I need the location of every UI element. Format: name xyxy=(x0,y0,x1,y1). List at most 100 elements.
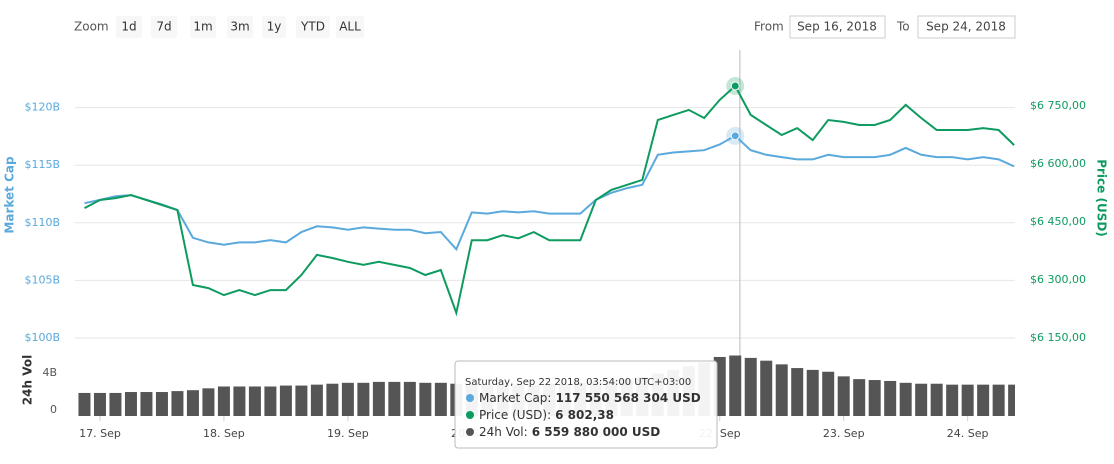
from-input[interactable] xyxy=(789,15,886,39)
volume-bar xyxy=(760,360,773,416)
volume-bar xyxy=(186,390,199,416)
from-label: From xyxy=(754,20,784,34)
tooltip-dot xyxy=(466,428,474,436)
zoom-button[interactable] xyxy=(116,16,142,38)
zoom-button[interactable] xyxy=(151,16,177,38)
y2-tick-label: $6 750,00 xyxy=(1030,99,1086,112)
y-tick-label: $120B xyxy=(24,101,60,114)
tooltip-value: 117 550 568 304 USD xyxy=(555,391,700,405)
y-axis-title: Market Cap xyxy=(3,156,17,234)
volume-bar xyxy=(295,385,308,416)
volume-bar xyxy=(109,392,122,416)
volume-bar xyxy=(217,386,230,416)
volume-bar xyxy=(155,392,168,416)
volume-bar xyxy=(822,371,835,416)
y2-tick-label: $6 450,00 xyxy=(1030,215,1086,228)
volume-bar xyxy=(372,381,385,416)
to-label: To xyxy=(896,20,910,34)
volume-bar xyxy=(233,386,246,416)
zoom-label: Zoom xyxy=(74,20,109,34)
x-tick-label: 17. Sep xyxy=(79,427,121,440)
y2-axis-title: Price (USD) xyxy=(1095,159,1109,237)
y-tick-label: $105B xyxy=(24,273,60,286)
volume-bar xyxy=(775,364,788,416)
volume-bar xyxy=(279,385,292,416)
tooltip: Saturday, Sep 22 2018, 03:54:00 UTC+03:0… xyxy=(454,360,718,449)
zoom-button[interactable] xyxy=(336,16,364,38)
zoom-button-label[interactable]: YTD xyxy=(300,20,325,34)
y-tick-label: $110B xyxy=(24,216,60,229)
volume-bar xyxy=(419,382,432,416)
tooltip-label: 24h Vol: xyxy=(479,425,528,439)
volume-bar xyxy=(977,384,990,416)
y2-tick-label: $6 300,00 xyxy=(1030,273,1086,286)
volume-bar xyxy=(1008,384,1015,416)
zoom-button-label[interactable]: 1m xyxy=(193,20,212,34)
volume-bar xyxy=(140,392,153,416)
volume-bar xyxy=(171,391,184,416)
x-tick-label: 18. Sep xyxy=(203,427,245,440)
volume-bar xyxy=(961,384,974,416)
zoom-button-label[interactable]: 1y xyxy=(267,20,282,34)
volume-bar xyxy=(729,355,742,416)
volume-bar xyxy=(357,382,370,416)
tooltip-label: Price (USD): xyxy=(479,408,551,422)
zoom-button[interactable] xyxy=(296,16,330,38)
zoom-button-label[interactable]: ALL xyxy=(339,20,361,34)
volume-bar xyxy=(992,384,1005,416)
to-input[interactable] xyxy=(917,15,1016,39)
tooltip-dot xyxy=(466,411,474,419)
y2-tick-label: $6 150,00 xyxy=(1030,331,1086,344)
tooltip-label: Market Cap: xyxy=(479,391,551,405)
y-tick-label: $115B xyxy=(24,158,60,171)
zoom-button[interactable] xyxy=(190,16,216,38)
volume-bar xyxy=(124,392,137,416)
volume-bar xyxy=(93,392,106,416)
volume-bar xyxy=(388,381,401,416)
tooltip-dot xyxy=(466,394,474,402)
tooltip-box xyxy=(454,360,718,449)
tooltip-value: 6 802,38 xyxy=(555,408,614,422)
volume-bar xyxy=(310,384,323,416)
tooltip-row: Market Cap: 117 550 568 304 USD xyxy=(479,391,701,405)
zoom-button-label[interactable]: 1d xyxy=(121,20,136,34)
volume-bar xyxy=(434,382,447,416)
x-tick-label: 23. Sep xyxy=(823,427,865,440)
series-line xyxy=(84,134,1015,252)
volume-bar xyxy=(868,380,881,416)
hover-point xyxy=(730,81,740,91)
volume-bar xyxy=(915,383,928,416)
volume-bar xyxy=(326,383,339,416)
volume-bar xyxy=(264,386,277,416)
tooltip-row: Price (USD): 6 802,38 xyxy=(479,408,614,422)
zoom-button[interactable] xyxy=(227,16,253,38)
tooltip-header: Saturday, Sep 22 2018, 03:54:00 UTC+03:0… xyxy=(465,377,691,388)
volume-bar xyxy=(341,382,354,416)
volume-bar xyxy=(78,392,91,416)
volume-bar xyxy=(946,384,959,416)
x-tick-label: 19. Sep xyxy=(327,427,369,440)
volume-bar xyxy=(202,388,215,416)
volume-bar xyxy=(899,382,912,416)
volume-bar xyxy=(806,369,819,416)
zoom-button-label[interactable]: 3m xyxy=(230,20,249,34)
volume-bar xyxy=(884,380,897,416)
vol-tick-label: 0 xyxy=(50,403,57,416)
y-tick-label: $100B xyxy=(24,331,60,344)
vol-tick-label: 4B xyxy=(42,366,57,379)
x-tick-label: 24. Sep xyxy=(947,427,989,440)
y2-tick-label: $6 600,00 xyxy=(1030,157,1086,170)
volume-bar xyxy=(248,386,261,416)
volume-bar xyxy=(403,381,416,416)
volume-bar xyxy=(930,383,943,416)
volume-bar xyxy=(853,379,866,416)
zoom-button-label[interactable]: 7d xyxy=(156,20,171,34)
vol-axis-title: 24h Vol xyxy=(21,355,35,405)
zoom-button[interactable] xyxy=(262,16,286,38)
from-value[interactable]: Sep 16, 2018 xyxy=(797,20,877,34)
series-line xyxy=(84,84,1015,317)
volume-bar xyxy=(744,357,757,416)
volume-bar xyxy=(837,376,850,416)
to-value[interactable]: Sep 24, 2018 xyxy=(926,20,1006,34)
